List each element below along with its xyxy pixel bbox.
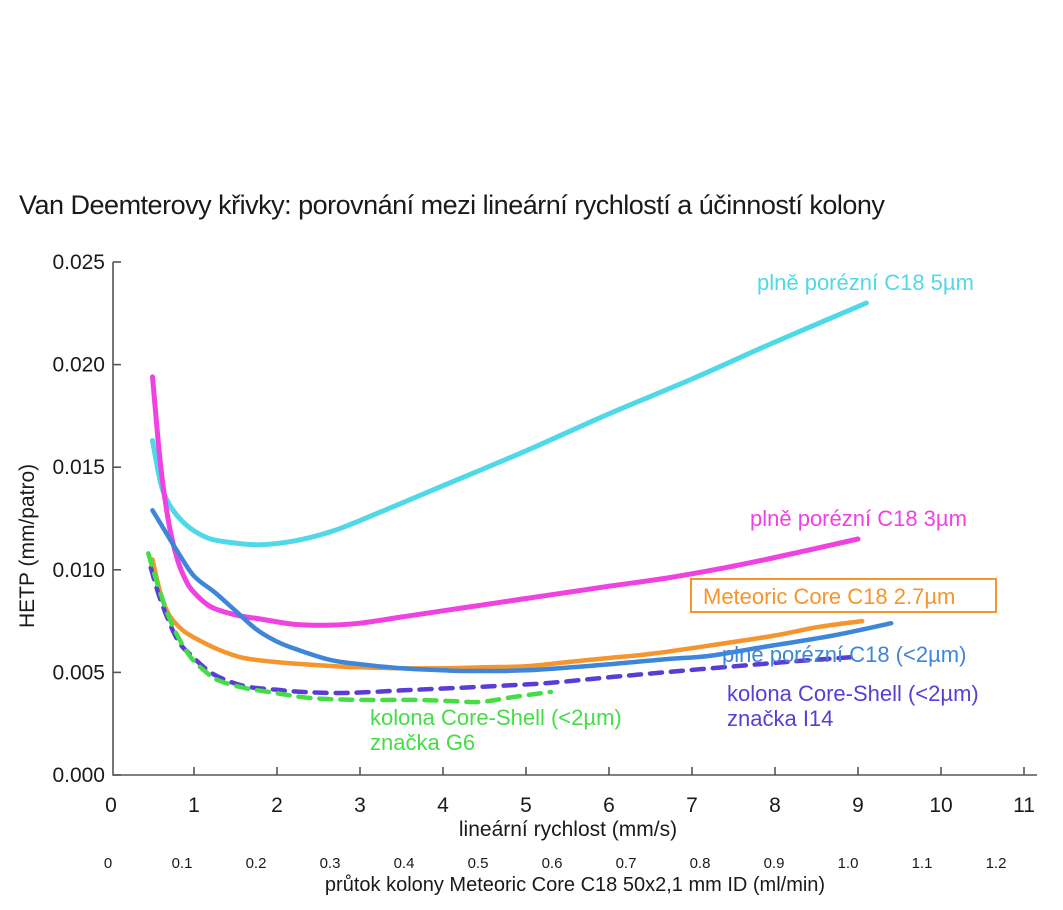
y-tick-label: 0.025: [52, 251, 105, 274]
x-tick-label: 0: [105, 794, 117, 817]
flow-tick-label: 0.4: [394, 855, 415, 872]
series-label-c18-3um: plně porézní C18 3µm: [750, 506, 967, 531]
x-tick-label: 4: [437, 794, 449, 817]
flow-tick-label: 1.1: [912, 855, 933, 872]
series-path-c18-sub2um: [150, 508, 894, 674]
series-path-core-shell-g6: [146, 551, 554, 705]
flow-axis-label: průtok kolony Meteoric Core C18 50x2,1 m…: [324, 874, 826, 896]
flow-tick-label: 0.5: [468, 855, 489, 872]
x-tick-label: 10: [929, 794, 952, 817]
series-path-core-shell-i14: [148, 565, 857, 696]
y-tick-label: 0.000: [52, 764, 105, 787]
y-axis-label: HETP (mm/patro): [16, 463, 39, 628]
series-label-meteoric-core: Meteoric Core C18 2.7µm: [690, 578, 997, 613]
flow-tick-label: 0: [104, 855, 112, 872]
x-tick-label: 5: [520, 794, 532, 817]
flow-tick-label: 0.7: [616, 855, 637, 872]
flow-tick-label: 0.2: [246, 855, 267, 872]
series-label-core-shell-i14: kolona Core-Shell (<2µm) značka I14: [727, 681, 979, 731]
y-tick-label: 0.010: [52, 559, 105, 582]
x-tick-label: 9: [852, 794, 864, 817]
series-label-c18-sub2um: plně porézní C18 (<2µm): [722, 642, 967, 667]
flow-tick-label: 0.3: [320, 855, 341, 872]
flow-tick-label: 0.1: [172, 855, 193, 872]
x-axis-label: lineární rychlost (mm/s): [458, 818, 678, 841]
x-tick-label: 7: [686, 794, 698, 817]
x-tick-label: 6: [603, 794, 615, 817]
x-tick-label: 1: [188, 794, 200, 817]
flow-tick-label: 0.9: [764, 855, 785, 872]
y-tick-label: 0.005: [52, 661, 105, 684]
y-tick-label: 0.020: [52, 354, 105, 377]
x-tick-label: 11: [1013, 794, 1035, 817]
flow-tick-label: 1.2: [986, 855, 1007, 872]
series-label-core-shell-g6: kolona Core-Shell (<2µm) značka G6: [370, 705, 622, 755]
flow-tick-label: 1.0: [838, 855, 859, 872]
x-tick-label: 3: [354, 794, 366, 817]
series-path-c18-5um: [150, 300, 869, 548]
x-tick-label: 8: [769, 794, 781, 817]
chart-title: Van Deemterovy křivky: porovnání mezi li…: [19, 190, 885, 220]
x-tick-label: 2: [271, 794, 283, 817]
y-tick-label: 0.015: [52, 456, 105, 479]
flow-tick-label: 0.6: [542, 855, 563, 872]
flow-tick-label: 0.8: [690, 855, 711, 872]
series-path-c18-3um: [150, 374, 861, 628]
series-label-c18-5um: plně porézní C18 5µm: [757, 270, 974, 295]
